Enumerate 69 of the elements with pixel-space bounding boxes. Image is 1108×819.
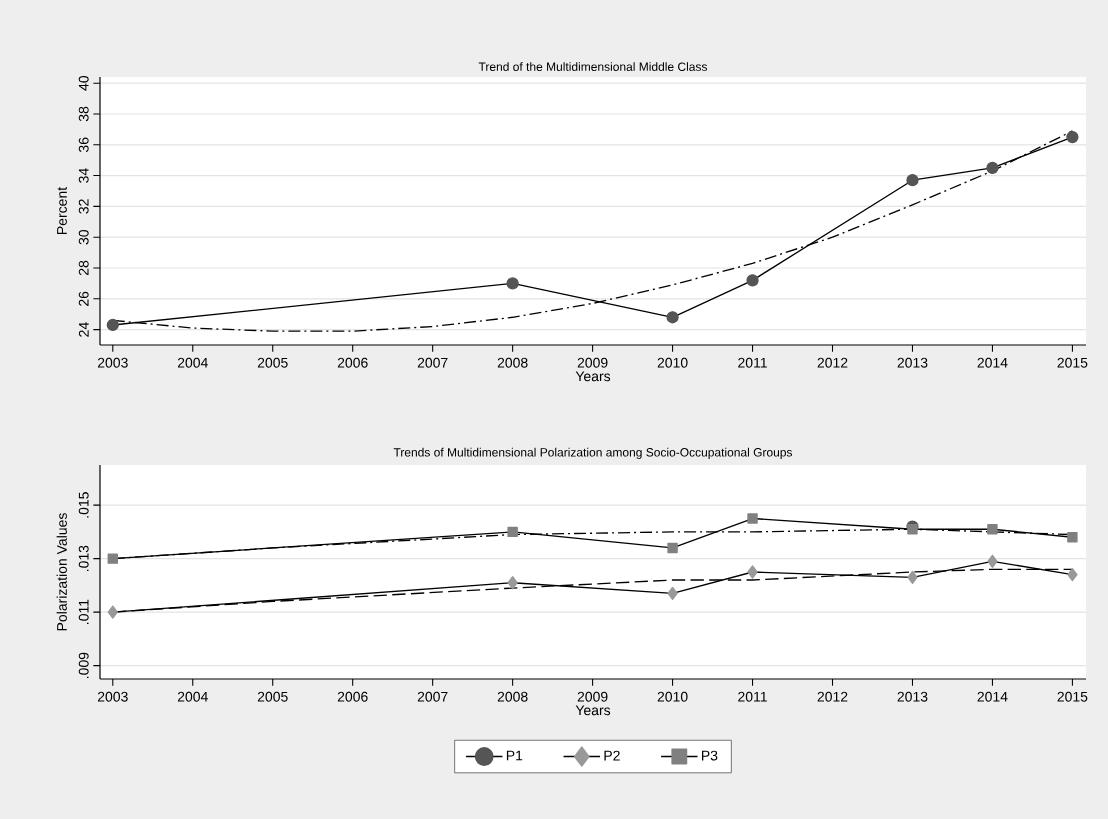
- x-tick-label: 2008: [497, 357, 528, 368]
- point: [747, 565, 758, 579]
- x-tick-label: 2012: [817, 357, 848, 368]
- y-tick-label: 40: [78, 75, 89, 91]
- legend-label: P1: [506, 750, 523, 761]
- x-tick-label: 2014: [977, 691, 1008, 702]
- x-axis-title: Years: [575, 705, 611, 716]
- x-tick-label: 2004: [177, 691, 208, 702]
- y-tick-label: .015: [78, 492, 89, 518]
- x-tick-label: 2007: [417, 357, 448, 368]
- x-tick-label: 2004: [177, 357, 208, 368]
- x-tick-label: 2010: [657, 691, 688, 702]
- point: [1066, 130, 1079, 144]
- x-tick-label: 2012: [817, 691, 848, 702]
- x-tick-label: 2011: [738, 691, 767, 702]
- x-tick-label: 2003: [97, 357, 128, 368]
- point: [907, 524, 918, 535]
- y-tick-label: .011: [78, 599, 89, 624]
- point: [667, 586, 678, 601]
- y-axis-title: Polarization Values: [56, 513, 67, 631]
- legend-label: P2: [604, 750, 620, 761]
- y-tick-label: 32: [78, 199, 89, 214]
- point: [106, 318, 119, 332]
- point: [506, 277, 519, 290]
- x-tick-label: 2011: [738, 357, 767, 368]
- x-tick-label: 2008: [497, 691, 528, 702]
- y-tick-label: 34: [78, 168, 89, 183]
- point: [107, 553, 118, 564]
- point: [507, 526, 518, 538]
- y-tick-label: 30: [78, 229, 89, 245]
- point: [907, 570, 918, 585]
- chart-title: Trends of Multidimensional Polarization among Socio-Occupational Groups: [393, 447, 793, 459]
- y-tick-label: 28: [78, 260, 89, 276]
- y-tick-label: 36: [78, 137, 89, 153]
- x-tick-label: 2009: [577, 691, 608, 702]
- point: [507, 576, 518, 590]
- point: [667, 542, 678, 554]
- y-tick-label: .009: [78, 652, 89, 678]
- point: [746, 274, 759, 287]
- point: [1067, 532, 1078, 543]
- x-tick-label: 2003: [97, 691, 128, 702]
- legend-label: P3: [702, 750, 718, 761]
- x-tick-label: 2013: [897, 357, 928, 368]
- point: [986, 161, 999, 175]
- x-tick-label: 2013: [897, 691, 928, 702]
- x-tick-label: 2007: [417, 691, 448, 702]
- point: [987, 554, 998, 568]
- chart-title: Trend of the Multidimensional Middle Class: [478, 62, 708, 71]
- point: [666, 311, 679, 324]
- y-axis-title: Percent: [57, 187, 67, 234]
- point: [906, 174, 919, 187]
- point: [987, 524, 998, 535]
- x-tick-label: 2005: [257, 691, 288, 702]
- y-tick-label: 26: [78, 291, 89, 306]
- x-tick-label: 2006: [337, 691, 368, 702]
- y-tick-label: 24: [78, 322, 89, 337]
- point: [747, 513, 758, 524]
- x-tick-label: 2005: [257, 357, 288, 368]
- x-tick-label: 2015: [1057, 357, 1088, 368]
- x-tick-label: 2009: [577, 357, 608, 368]
- x-tick-label: 2015: [1057, 691, 1088, 702]
- x-tick-label: 2010: [657, 357, 688, 368]
- y-tick-label: 38: [78, 106, 89, 122]
- x-tick-label: 2014: [977, 357, 1008, 368]
- x-axis-title: Years: [575, 371, 611, 382]
- x-tick-label: 2006: [337, 357, 368, 368]
- point: [1067, 568, 1078, 582]
- point: [107, 605, 118, 619]
- y-tick-label: .013: [78, 545, 89, 571]
